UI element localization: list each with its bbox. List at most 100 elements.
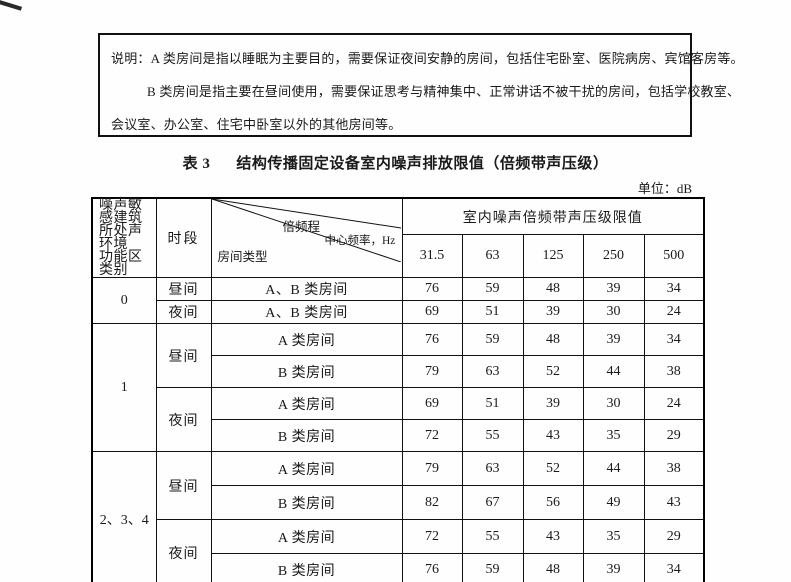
value-cell: 59 <box>461 323 524 356</box>
value-cell: 35 <box>582 519 645 554</box>
header-period: 时段 <box>155 197 212 278</box>
value-cell: 39 <box>582 323 645 356</box>
period-cell: 夜间 <box>155 387 212 452</box>
value-cell: 30 <box>582 387 645 420</box>
value-cell: 82 <box>401 485 463 520</box>
diagonal-lines <box>211 199 401 262</box>
value-cell: 39 <box>522 387 584 420</box>
value-cell: 48 <box>522 277 584 301</box>
value-cell: 35 <box>582 419 645 452</box>
value-cell: 55 <box>461 419 524 452</box>
period-cell: 昼间 <box>155 451 212 520</box>
unit-label: 单位：dB <box>637 181 692 196</box>
value-cell: 69 <box>401 387 463 420</box>
value-cell: 48 <box>522 323 584 356</box>
label-room-type: 房间类型 <box>217 250 268 264</box>
value-cell: 52 <box>522 355 584 388</box>
value-cell: 76 <box>401 277 463 301</box>
value-cell: 51 <box>461 300 524 324</box>
noise-limit-table-wrap: 噪声敏感建筑 所处声环境 功能区类别 时段 倍频程 中心频率，Hz 房间类型 <box>91 197 706 582</box>
room-cell: A 类房间 <box>210 451 403 486</box>
table-title: 表 3 结构传播固定设备室内噪声排放限值（倍频带声压级） <box>0 152 791 173</box>
header-freq-31-5: 31.5 <box>401 234 463 278</box>
value-cell: 59 <box>461 277 524 301</box>
value-cell: 48 <box>522 553 584 582</box>
label-center-frequency: 中心频率，Hz <box>324 235 396 247</box>
room-cell: B 类房间 <box>210 553 403 582</box>
header-function-area: 噪声敏感建筑 所处声环境 功能区类别 <box>91 197 157 278</box>
header-spl-limits: 室内噪声倍频带声压级限值 <box>401 197 705 236</box>
header-freq-125: 125 <box>522 234 584 278</box>
value-cell: 51 <box>461 387 524 420</box>
scan-artifact-mark <box>0 0 23 11</box>
table-row: 夜间 A、B 类房间 69 51 39 30 24 <box>92 300 705 324</box>
table-row: 夜间 A 类房间 72 55 43 35 29 <box>92 519 705 582</box>
note-line-3: 会议室、办公室、住宅中卧室以外的其他房间等。 <box>111 117 402 132</box>
value-cell: 24 <box>643 387 705 420</box>
value-cell: 49 <box>582 485 645 520</box>
value-cell: 34 <box>643 277 705 301</box>
period-cell: 夜间 <box>155 519 212 582</box>
value-cell: 44 <box>582 451 645 486</box>
value-cell: 34 <box>643 553 705 582</box>
room-cell: A 类房间 <box>210 323 403 356</box>
room-cell: A、B 类房间 <box>210 277 403 301</box>
value-cell: 39 <box>582 277 645 301</box>
value-cell: 38 <box>643 355 705 388</box>
value-cell: 24 <box>643 300 705 324</box>
value-cell: 76 <box>401 553 463 582</box>
value-cell: 55 <box>461 519 524 554</box>
value-cell: 38 <box>643 451 705 486</box>
period-cell: 昼间 <box>155 323 212 388</box>
period-cell: 昼间 <box>155 277 212 301</box>
value-cell: 39 <box>522 300 584 324</box>
value-cell: 72 <box>401 419 463 452</box>
value-cell: 34 <box>643 323 705 356</box>
value-cell: 67 <box>461 485 524 520</box>
table-row: 夜间 A 类房间 69 51 39 30 24 <box>92 387 705 452</box>
value-cell: 30 <box>582 300 645 324</box>
value-cell: 76 <box>401 323 463 356</box>
label-octave-band: 倍频程 <box>282 220 321 234</box>
header-freq-250: 250 <box>582 234 645 278</box>
value-cell: 43 <box>522 519 584 554</box>
room-cell: A 类房间 <box>210 519 403 554</box>
table-row: B 类房间 82 67 56 49 43 <box>92 485 705 520</box>
period-cell: 夜间 <box>155 300 212 324</box>
table-title-text: 结构传播固定设备室内噪声排放限值（倍频带声压级） <box>236 156 609 172</box>
value-cell: 56 <box>522 485 584 520</box>
value-cell: 43 <box>522 419 584 452</box>
value-cell: 52 <box>522 451 584 486</box>
noise-limit-table: 噪声敏感建筑 所处声环境 功能区类别 时段 倍频程 中心频率，Hz 房间类型 <box>91 197 706 582</box>
room-cell: B 类房间 <box>210 355 403 388</box>
table-row: B 类房间 79 63 52 44 38 <box>92 355 705 388</box>
value-cell: 59 <box>461 553 524 582</box>
value-cell: 63 <box>461 355 524 388</box>
table-row: 2、3、4 昼间 A 类房间 79 63 52 44 38 <box>91 451 705 582</box>
value-cell: 29 <box>643 519 705 554</box>
table-number: 表 3 <box>182 156 211 172</box>
header-freq-500: 500 <box>643 234 705 278</box>
value-cell: 44 <box>582 355 645 388</box>
table-row: B 类房间 76 59 48 39 34 <box>92 553 705 582</box>
room-cell: A、B 类房间 <box>210 300 403 324</box>
value-cell: 29 <box>643 419 705 452</box>
table-row: 1 昼间 A 类房间 76 59 48 39 34 <box>91 323 705 452</box>
value-cell: 79 <box>401 451 463 486</box>
value-cell: 39 <box>582 553 645 582</box>
room-cell: B 类房间 <box>210 485 403 520</box>
value-cell: 79 <box>401 355 463 388</box>
note-line-1: 说明：A 类房间是指以睡眠为主要目的，需要保证夜间安静的房间，包括住宅卧室、医院… <box>111 51 744 66</box>
note-line-2: B 类房间是指主要在昼间使用，需要保证思考与精神集中、正常讲话不被干扰的房间，包… <box>147 84 741 99</box>
note-box: 说明：A 类房间是指以睡眠为主要目的，需要保证夜间安静的房间，包括住宅卧室、医院… <box>98 33 744 137</box>
value-cell: 69 <box>401 300 463 324</box>
table-row: 0 昼间 A、B 类房间 76 59 48 39 34 <box>91 277 705 324</box>
header-freq-63: 63 <box>461 234 524 278</box>
value-cell: 63 <box>461 451 524 486</box>
room-cell: A 类房间 <box>210 387 403 420</box>
area-cell: 0 <box>91 277 157 324</box>
area-cell: 1 <box>91 323 157 452</box>
value-cell: 72 <box>401 519 463 554</box>
value-cell: 43 <box>643 485 705 520</box>
